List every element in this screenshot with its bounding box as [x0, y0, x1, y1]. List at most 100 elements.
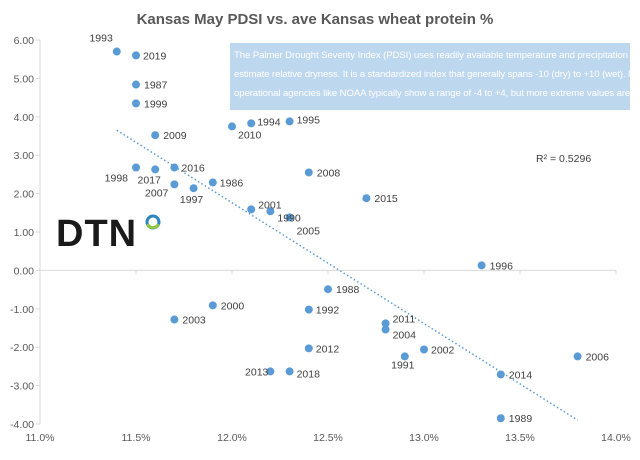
data-label-1996: 1996 [490, 260, 514, 272]
data-label-1988: 1988 [336, 284, 360, 296]
data-point-1997 [189, 184, 198, 193]
data-point-2004 [381, 325, 390, 334]
y-tick-label: 3.00 [14, 150, 35, 162]
data-point-1987 [132, 80, 140, 89]
data-label-1992: 1992 [316, 305, 340, 317]
y-tick-label: 5.00 [14, 73, 35, 85]
y-tick-label: -4.00 [10, 419, 34, 431]
data-label-1991: 1991 [391, 359, 415, 371]
y-tick-label: 0.00 [14, 265, 35, 277]
data-point-2010 [228, 122, 236, 131]
data-label-1999: 1999 [144, 98, 168, 110]
r-squared-label: R² = 0.5296 [536, 153, 591, 165]
axes: 11.0% 11.5% 12.0% 12.5% 13.0% 13.5% 14.0% -4.00… [10, 35, 631, 444]
data-point-1991 [400, 352, 409, 361]
data-label-2016: 2016 [181, 162, 205, 174]
data-label-2005: 2005 [297, 225, 321, 237]
data-label-2000: 2000 [221, 300, 245, 312]
trendline [116, 129, 578, 421]
data-label-2009: 2009 [163, 130, 187, 142]
data-point-2009 [151, 131, 160, 140]
y-tick-label: -2.00 [10, 342, 34, 354]
data-point-2016 [170, 163, 179, 172]
data-label-1998: 1998 [105, 172, 129, 184]
data-point-1995 [285, 117, 294, 126]
data-point-2015 [362, 194, 371, 203]
y-tick-label: 2.00 [14, 189, 35, 201]
data-point-2011 [381, 319, 390, 328]
data-label-2001: 2001 [258, 199, 282, 211]
data-label-1986: 1986 [220, 177, 244, 189]
data-label-2013: 2013 [245, 366, 269, 378]
data-label-1994: 1994 [257, 116, 281, 128]
logo-ring-accent-icon [146, 223, 160, 230]
data-point-2000 [208, 301, 217, 310]
data-point-2013 [266, 367, 275, 376]
data-point-2019 [132, 51, 140, 60]
chart-title: Kansas May PDSI vs. ave Kansas wheat pro… [137, 11, 494, 28]
data-label-2014: 2014 [509, 369, 533, 381]
dtn-logo: DTN [56, 212, 166, 255]
data-point-1999 [132, 99, 140, 108]
annotation-line: operational agencies like NOAA typically… [234, 88, 630, 99]
data-point-1996 [477, 261, 486, 270]
data-point-2001 [247, 205, 256, 214]
data-label-1989: 1989 [509, 413, 533, 425]
data-point-1998 [132, 163, 140, 172]
data-label-1990: 1990 [277, 212, 301, 224]
data-label-2011: 2011 [393, 313, 416, 325]
data-point-1990 [266, 207, 275, 216]
data-label-2012: 2012 [316, 343, 340, 355]
data-point-2014 [496, 370, 505, 379]
data-label-2015: 2015 [374, 193, 398, 205]
data-point-2012 [304, 344, 313, 353]
dtn-logo-text: DTN [56, 213, 137, 252]
y-tick-label: -3.00 [10, 381, 34, 393]
data-point-1986 [208, 178, 217, 187]
data-point-1993 [112, 47, 121, 56]
data-point-2017 [151, 165, 160, 174]
data-label-2002: 2002 [431, 345, 455, 357]
data-label-2004: 2004 [393, 330, 417, 342]
data-point-2008 [304, 168, 313, 177]
data-point-2003 [170, 315, 179, 324]
annotation-line: estimate relative dryness. It is a stand… [234, 69, 630, 80]
x-tick-label: 14.0% [601, 432, 631, 444]
annotation-line: The Palmer Drought Severity Index (PDSI)… [234, 50, 630, 61]
data-label-2007: 2007 [145, 187, 169, 199]
data-label-2019: 2019 [143, 50, 167, 62]
data-label-2010: 2010 [238, 129, 262, 141]
pdsi-annotation-box: The Palmer Drought Severity Index (PDSI)… [230, 43, 630, 110]
y-tick-label: 4.00 [14, 112, 35, 124]
data-label-1993: 1993 [89, 33, 113, 45]
data-label-2017: 2017 [138, 174, 162, 186]
data-label-2006: 2006 [586, 351, 610, 363]
x-tick-label: 13.0% [409, 432, 439, 444]
x-tick-label: 11.0% [26, 432, 55, 444]
x-tick-label: 12.5% [313, 432, 343, 444]
data-label-1995: 1995 [297, 114, 321, 126]
data-label-2003: 2003 [182, 315, 206, 327]
y-tick-label: 1.00 [14, 227, 35, 239]
x-tick-label: 11.5% [122, 432, 151, 444]
data-label-2018: 2018 [297, 368, 321, 380]
data-label-1987: 1987 [144, 80, 168, 92]
data-point-1992 [304, 305, 313, 314]
y-tick-label: 6.00 [14, 35, 35, 47]
x-tick-label: 12.0% [217, 432, 247, 444]
data-label-1997: 1997 [180, 194, 204, 206]
data-point-1988 [324, 285, 332, 294]
y-tick-label: -1.00 [10, 304, 34, 316]
data-point-1994 [247, 119, 256, 128]
x-tick-label: 13.5% [505, 432, 535, 444]
data-point-1989 [496, 414, 505, 423]
data-points [112, 47, 582, 423]
data-point-2005 [285, 213, 294, 222]
data-point-2002 [420, 345, 428, 354]
data-point-2018 [285, 367, 294, 376]
data-point-2007 [170, 180, 179, 189]
trendline-group [116, 129, 578, 421]
dtn-logo-mark: DTN [56, 213, 161, 255]
